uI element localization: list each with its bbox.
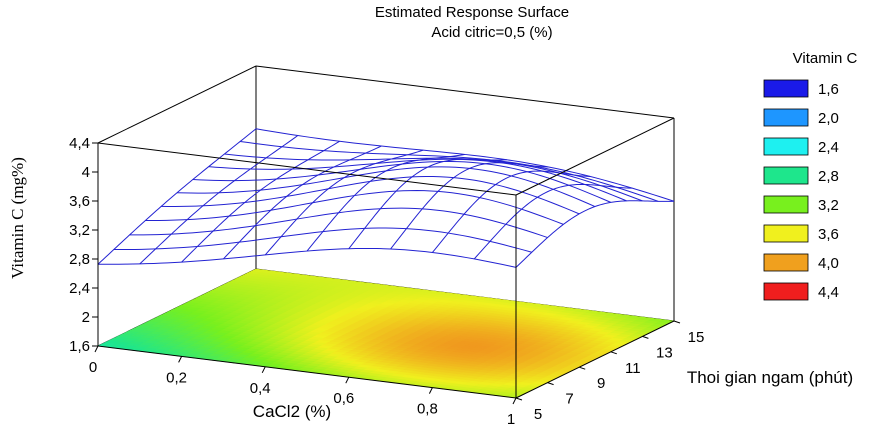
y-tick-label: 13 — [656, 344, 673, 361]
legend-label: 2,8 — [818, 168, 839, 185]
surface-line-x — [390, 162, 549, 250]
legend-label: 2,0 — [818, 110, 839, 127]
x-tick-mark — [345, 376, 350, 384]
x-axis-label: CaCl2 (%) — [253, 402, 331, 421]
surface-line-x — [264, 149, 424, 256]
y-tick-mark — [673, 320, 681, 324]
surface-line-y — [224, 153, 643, 202]
surface-line-x — [306, 153, 466, 252]
chart-title: Estimated Response Surface — [375, 4, 569, 21]
x-tick-label: 0,8 — [417, 401, 438, 418]
box-edge — [97, 142, 517, 196]
legend-swatch — [763, 137, 809, 156]
y-tick-mark — [547, 382, 554, 386]
y-tick-label: 15 — [688, 329, 705, 346]
legend-swatch — [763, 79, 809, 98]
surface-line-x — [432, 170, 591, 253]
surface-line-x — [515, 200, 675, 268]
surface-line-x — [97, 128, 257, 265]
x-tick-label: 0,6 — [333, 390, 354, 407]
legend-title: Vitamin C — [793, 50, 858, 67]
x-tick-label: 1 — [507, 411, 515, 428]
box-edge — [255, 65, 675, 119]
x-tick-mark — [428, 387, 433, 394]
surface-wireframe — [97, 128, 675, 268]
legend: Vitamin C 1,6 2,0 2,4 2,8 3,2 3,6 4,0 4,4 — [763, 50, 858, 301]
box-front-edges — [97, 65, 675, 399]
box-edge — [97, 345, 517, 399]
surface-line-y — [208, 158, 627, 202]
y-tick-label: 11 — [625, 360, 641, 377]
y-tick-mark — [642, 335, 649, 339]
contour-floor — [96, 268, 676, 399]
surface-line-x — [223, 145, 382, 260]
x-tick-mark — [94, 345, 99, 353]
x-tick-label: 0,4 — [250, 380, 271, 397]
x-tick-mark — [261, 366, 266, 374]
box-edge — [515, 320, 675, 399]
z-tick-label: 3,6 — [69, 193, 90, 210]
x-tick-mark — [512, 397, 517, 405]
y-axis-label: Thoi gian ngam (phút) — [687, 368, 853, 387]
legend-label: 2,4 — [818, 139, 839, 156]
z-tick-label: 4 — [82, 164, 90, 181]
surface-line-x — [348, 158, 507, 250]
legend-swatch — [763, 108, 809, 127]
legend-label: 3,2 — [818, 197, 839, 214]
z-tick-label: 1,6 — [69, 338, 90, 355]
x-tick-label: 0 — [89, 359, 97, 376]
z-tick-label: 2 — [82, 309, 90, 326]
y-tick-mark — [515, 397, 523, 401]
legend-swatch — [763, 195, 809, 214]
surface-line-y — [97, 247, 517, 268]
y-tick-label: 9 — [597, 375, 605, 392]
x-tick-label: 0,2 — [166, 369, 187, 386]
legend-swatch — [763, 166, 809, 185]
z-tick-label: 3,2 — [69, 222, 90, 239]
y-tick-mark — [610, 351, 617, 355]
legend-label: 4,0 — [818, 255, 839, 272]
legend-swatch — [763, 253, 809, 272]
box-edge — [515, 117, 675, 196]
legend-swatch — [763, 224, 809, 243]
surface-line-x — [181, 140, 340, 263]
y-tick-mark — [579, 366, 586, 370]
box-edge — [97, 65, 257, 144]
x-tick-mark — [178, 356, 183, 363]
z-axis-label: Vitamin C (mg%) — [8, 157, 27, 279]
legend-label: 4,4 — [818, 284, 839, 301]
legend-label: 3,6 — [818, 226, 839, 243]
legend-swatch — [763, 282, 809, 301]
y-tick-label: 7 — [565, 391, 573, 408]
legend-label: 1,6 — [818, 81, 839, 98]
z-tick-label: 4,4 — [69, 135, 90, 152]
chart-subtitle: Acid citric=0,5 (%) — [431, 24, 552, 41]
axis-ticks: 1,622,42,83,23,644,400,20,40,60,81 579111… — [69, 135, 704, 428]
z-tick-label: 2,8 — [69, 251, 90, 268]
surface-line-x — [473, 183, 633, 260]
y-tick-label: 5 — [534, 406, 542, 423]
z-tick-label: 2,4 — [69, 280, 90, 297]
surface-line-x — [139, 135, 299, 265]
